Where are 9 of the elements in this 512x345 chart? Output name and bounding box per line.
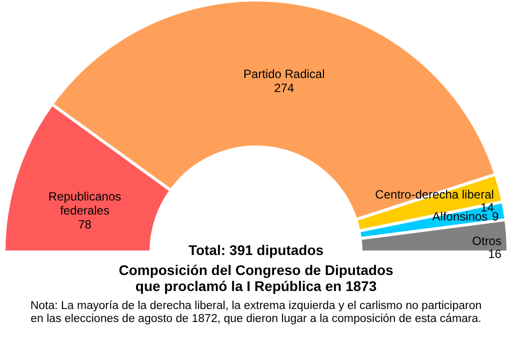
- data-label: 16: [488, 247, 502, 262]
- data-label: 274: [274, 81, 294, 96]
- slice-label: Otros: [472, 234, 502, 248]
- slice-label: Republicanos federales: [48, 190, 122, 218]
- slice-label: Partido Radical: [243, 67, 325, 82]
- text: Composición del Congreso de Diputados que proclamó la I República en 1873: [118, 262, 394, 294]
- text: Total: 391 diputados: [188, 242, 324, 258]
- text: Nota: La mayoría de la derecha liberal, la extrema izquierda y el carlismo no participaron en las elecciones de agosto de 1872, que dieron lugar a la composición de esta cámara.: [30, 300, 482, 325]
- data-label: 78: [78, 218, 92, 232]
